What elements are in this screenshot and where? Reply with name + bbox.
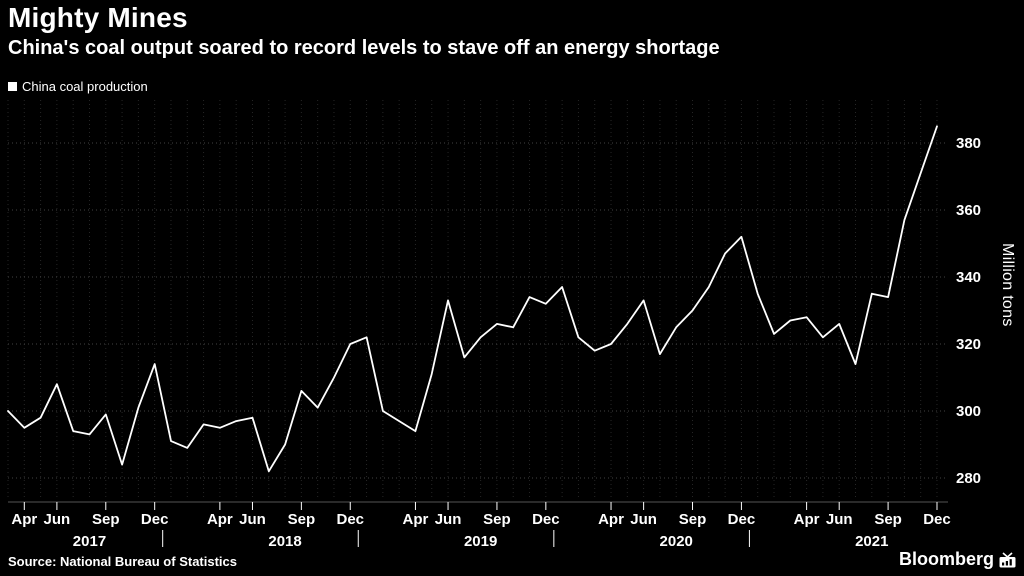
legend-label: China coal production: [22, 79, 148, 94]
horizontal-gridlines: [8, 142, 948, 479]
svg-text:Dec: Dec: [923, 511, 951, 528]
y-axis-tick-labels: 280 300 320 340 360 380: [956, 135, 981, 487]
svg-text:Dec: Dec: [728, 511, 756, 528]
svg-text:300: 300: [956, 403, 981, 420]
svg-text:Apr: Apr: [403, 511, 429, 528]
source-text: Source: National Bureau of Statistics: [8, 554, 237, 569]
svg-text:2020: 2020: [660, 533, 693, 550]
chart-subtitle: China's coal output soared to record lev…: [8, 37, 720, 59]
bloomberg-tv-icon: [999, 551, 1016, 568]
svg-text:Sep: Sep: [679, 511, 707, 528]
svg-text:2019: 2019: [464, 533, 497, 550]
svg-text:Dec: Dec: [336, 511, 364, 528]
svg-text:2021: 2021: [855, 533, 888, 550]
x-axis: Apr Jun Sep Dec Apr Jun Sep Dec Apr Jun Sep Dec Apr J…: [8, 501, 951, 528]
svg-text:Sep: Sep: [288, 511, 316, 528]
legend: China coal production: [8, 79, 148, 94]
svg-text:Apr: Apr: [794, 511, 820, 528]
y-axis-title: Million tons: [999, 243, 1016, 327]
svg-text:2018: 2018: [268, 533, 301, 550]
svg-text:2017: 2017: [73, 533, 106, 550]
svg-text:Jun: Jun: [630, 511, 657, 528]
svg-text:280: 280: [956, 470, 981, 487]
year-labels: 2017 2018 2019 2020 2021: [73, 530, 888, 550]
bloomberg-logo: Bloomberg: [899, 549, 1016, 570]
chart-title: Mighty Mines: [8, 2, 188, 33]
svg-text:380: 380: [956, 135, 981, 152]
series-line: [7, 125, 938, 473]
svg-text:Dec: Dec: [141, 511, 169, 528]
svg-text:Apr: Apr: [598, 511, 624, 528]
svg-text:Sep: Sep: [874, 511, 902, 528]
svg-text:Jun: Jun: [239, 511, 266, 528]
svg-text:Jun: Jun: [435, 511, 462, 528]
legend-square-marker-icon: [8, 82, 17, 91]
svg-text:Sep: Sep: [92, 511, 120, 528]
svg-text:360: 360: [956, 202, 981, 219]
svg-text:320: 320: [956, 336, 981, 353]
svg-text:Sep: Sep: [483, 511, 511, 528]
bloomberg-logo-text: Bloomberg: [898, 549, 994, 569]
svg-text:Apr: Apr: [207, 511, 233, 528]
svg-text:340: 340: [956, 269, 981, 286]
svg-text:Jun: Jun: [44, 511, 71, 528]
svg-text:Apr: Apr: [11, 511, 37, 528]
svg-text:Jun: Jun: [826, 511, 853, 528]
vertical-gridlines: [7, 100, 938, 500]
svg-text:Dec: Dec: [532, 511, 560, 528]
